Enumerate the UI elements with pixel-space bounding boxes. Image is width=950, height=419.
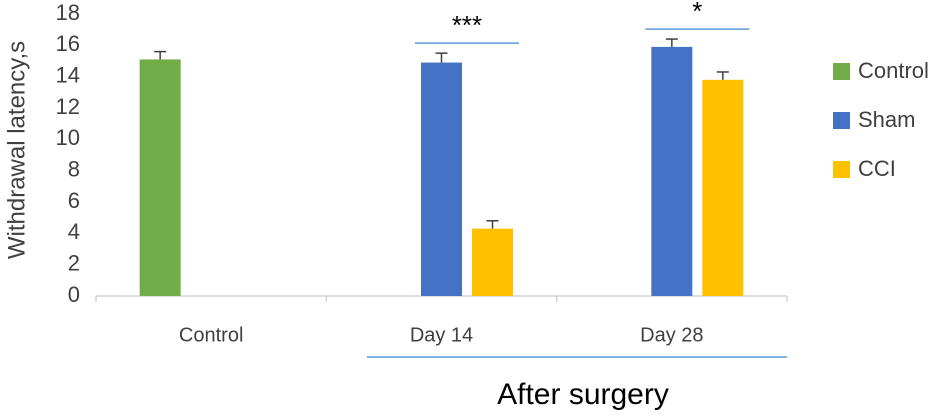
error-bar <box>716 71 729 80</box>
bar <box>702 79 744 296</box>
group-label: After surgery <box>497 378 669 411</box>
significance-label: * <box>692 0 702 26</box>
x-tick-label: Day 28 <box>640 324 703 346</box>
legend-label: Sham <box>858 107 915 132</box>
bar <box>421 62 462 296</box>
y-tick-label: 12 <box>56 94 80 119</box>
y-tick-label: 4 <box>68 219 80 244</box>
y-tick-label: 2 <box>68 250 80 275</box>
y-tick-label: 18 <box>56 0 80 25</box>
legend-label: CCI <box>858 156 896 181</box>
bar <box>651 46 693 297</box>
bar <box>472 228 513 296</box>
y-tick-label: 10 <box>56 125 80 150</box>
y-tick-label: 14 <box>56 62 80 87</box>
error-bar <box>154 50 167 60</box>
legend-label: Control <box>858 58 929 83</box>
bar <box>139 59 181 296</box>
error-bar <box>435 52 448 63</box>
error-bar <box>665 38 678 47</box>
error-bar <box>486 220 499 229</box>
y-tick-label: 8 <box>68 156 80 181</box>
legend-swatch <box>833 161 850 178</box>
y-axis-label: Withdrawal latency,s <box>3 41 30 259</box>
y-tick-label: 16 <box>56 31 80 56</box>
significance-label: *** <box>452 10 482 40</box>
x-tick-label: Day 14 <box>410 324 473 346</box>
legend-swatch <box>833 112 850 129</box>
x-tick-label: Control <box>179 324 243 346</box>
y-tick-label: 0 <box>68 282 80 307</box>
legend-swatch <box>833 63 850 80</box>
y-tick-label: 6 <box>68 188 80 213</box>
